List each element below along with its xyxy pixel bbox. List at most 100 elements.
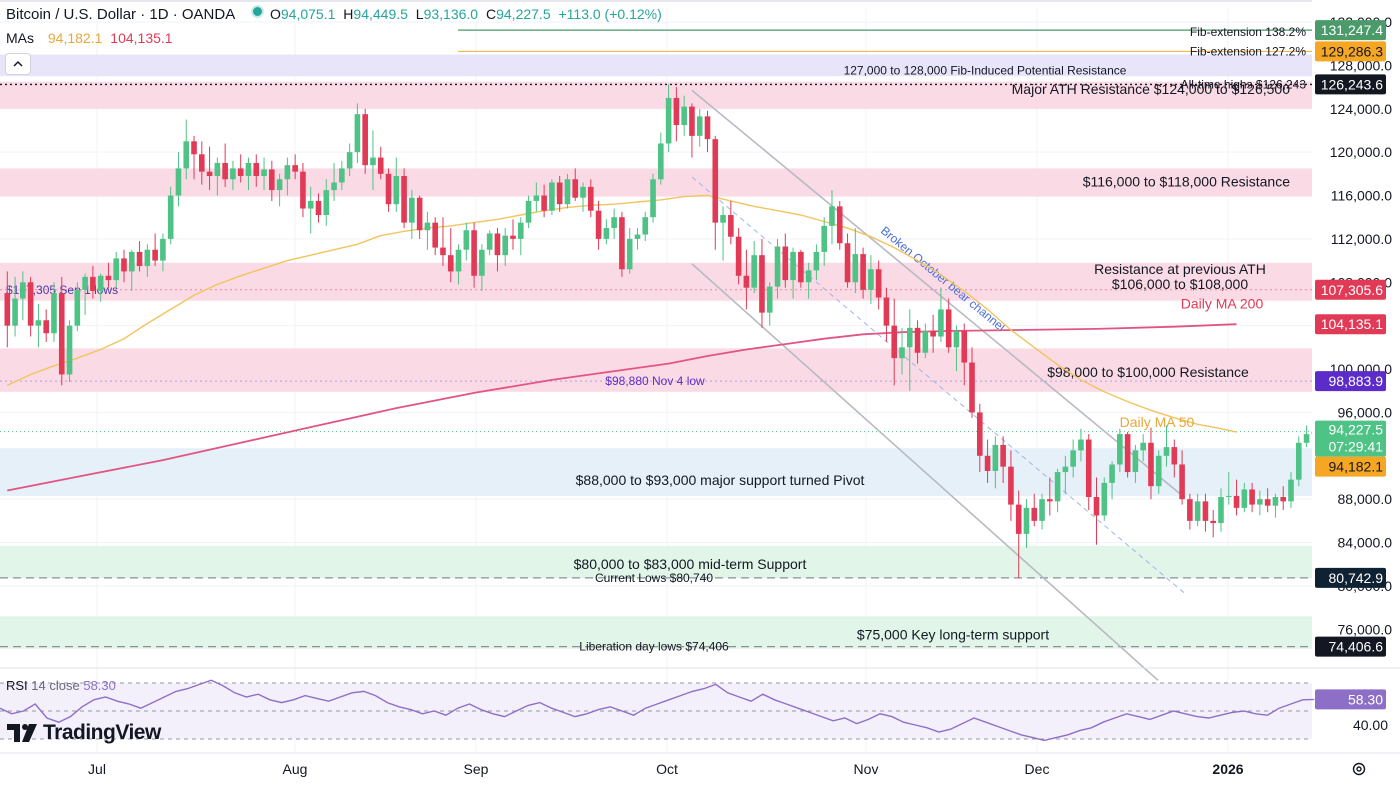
tradingview-logo[interactable]: TradingView: [7, 720, 161, 746]
candle: [759, 255, 765, 313]
candle: [339, 168, 345, 183]
zone-support: [0, 545, 1312, 579]
candle: [1225, 495, 1232, 498]
candle: [1179, 464, 1185, 500]
candle: [1078, 439, 1084, 451]
candle: [74, 289, 81, 326]
candle: [1117, 434, 1123, 465]
candle: [906, 327, 913, 348]
candle: [914, 327, 921, 353]
y-tick-label: 116,000.0: [1331, 188, 1392, 204]
last-price-tag: 94,227.5: [1329, 422, 1384, 438]
candle: [276, 179, 283, 191]
candle: [253, 162, 260, 176]
candle: [1171, 447, 1178, 465]
candle: [175, 168, 182, 196]
candle: [743, 275, 750, 288]
settings-gear-button[interactable]: [1350, 760, 1368, 778]
candle: [836, 206, 843, 244]
x-tick-label: Oct: [656, 761, 678, 777]
candle: [658, 143, 664, 180]
candle: [626, 238, 633, 270]
candle: [12, 298, 18, 326]
candle: [43, 320, 49, 334]
candle: [805, 270, 812, 283]
candle: [735, 236, 742, 276]
candle: [844, 243, 851, 283]
fib-1272-tag-bg: [1315, 41, 1386, 62]
collapse-legend-button[interactable]: [5, 53, 31, 75]
candle: [813, 251, 820, 271]
candle: [1187, 499, 1193, 521]
ma50-label: Daily MA 50: [1120, 414, 1195, 430]
candle: [136, 251, 143, 267]
candle: [167, 195, 174, 239]
open-value: 94,075.1: [280, 6, 336, 22]
zone-label: $106,000 to $108,000: [1112, 276, 1248, 292]
candle: [113, 258, 120, 281]
y-tick-label: 76,000.0: [1338, 621, 1393, 637]
candle: [1155, 455, 1162, 487]
candle: [1070, 450, 1076, 467]
candle: [689, 106, 695, 136]
candle: [152, 249, 158, 261]
candle: [331, 182, 337, 191]
ma-legend-label: MAs: [6, 30, 34, 46]
candle: [720, 215, 726, 223]
candle: [930, 331, 936, 337]
candle: [494, 233, 501, 256]
current-lows-label: Current Lows $80,740: [595, 571, 713, 585]
ma50-tag-bg: [1315, 456, 1386, 477]
candle: [774, 246, 781, 287]
tradingview-logo-icon: [7, 724, 37, 742]
candle: [323, 190, 330, 216]
candle: [938, 309, 944, 337]
candle: [1163, 447, 1170, 456]
symbol-legend: Bitcoin / U.S. Dollar · 1D · OANDA O94,0…: [6, 5, 666, 23]
ma50-line: [7, 194, 1237, 433]
ma-legend[interactable]: MAs 94,182.1 104,135.1: [6, 30, 177, 46]
ma50-legend-value: 94,182.1: [47, 30, 103, 46]
candle: [245, 162, 252, 176]
symbol-title[interactable]: Bitcoin / U.S. Dollar · 1D · OANDA: [6, 6, 236, 23]
close-label: C: [485, 6, 497, 22]
candle: [307, 200, 314, 209]
candle: [580, 186, 586, 198]
y-tick-label: 84,000.0: [1338, 535, 1393, 551]
candle: [1000, 444, 1006, 467]
candle: [595, 210, 602, 239]
ath-tag-bg: [1315, 74, 1386, 95]
rsi-legend: RSI 14 close 58.30: [6, 678, 116, 693]
candle: [385, 173, 392, 205]
candle: [588, 186, 594, 211]
price-axis-background: [1312, 0, 1400, 784]
zone-resistance: [0, 348, 1312, 392]
candle: [634, 234, 641, 239]
zone-label: $80,000 to $83,000 mid-term Support: [574, 556, 807, 572]
candle: [90, 276, 96, 291]
nov4-low-label: $98,880 Nov 4 low: [605, 374, 705, 388]
candle: [603, 228, 610, 239]
fib-1382-label: Fib-extension 138.2%: [1190, 25, 1306, 39]
candle: [1148, 442, 1154, 487]
fib-1272-label: Fib-extension 127.2%: [1190, 44, 1306, 58]
candle: [1272, 497, 1279, 506]
candle: [1054, 472, 1061, 502]
candle: [346, 152, 353, 169]
candle: [183, 141, 190, 169]
candle: [1031, 507, 1038, 521]
zone-resistance: [0, 262, 1312, 301]
candle: [1303, 434, 1310, 443]
candle: [728, 215, 734, 237]
candle: [51, 293, 57, 334]
rsi-params: 14 close: [31, 678, 83, 693]
high-value: 94,449.5: [353, 6, 408, 22]
candle: [20, 282, 26, 299]
candle: [416, 197, 423, 231]
tradingview-logo-text: TradingView: [43, 721, 161, 744]
candle: [1241, 489, 1248, 508]
candle: [766, 286, 773, 313]
candle: [1093, 497, 1100, 516]
candle: [1140, 442, 1146, 451]
